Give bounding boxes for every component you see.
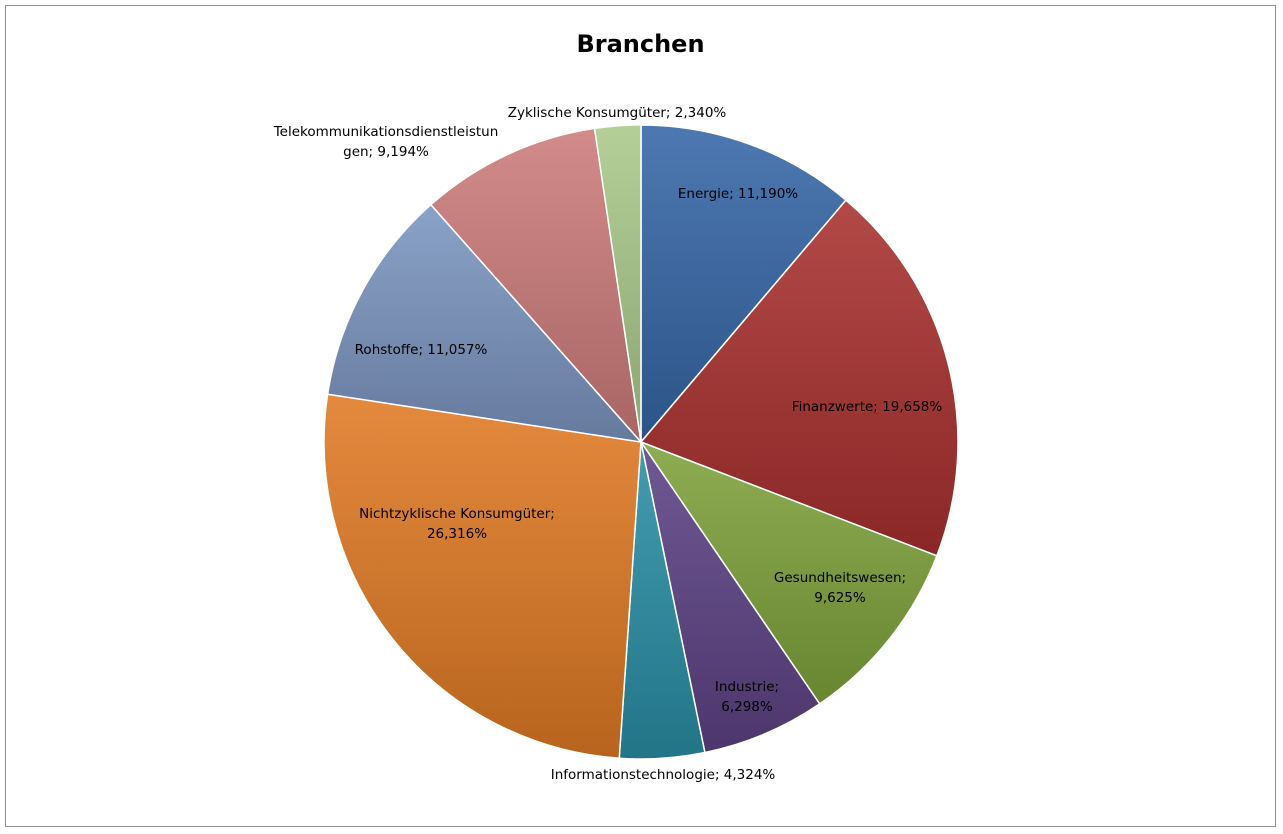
- data-label-finanzwerte: Finanzwerte; 19,658%: [792, 399, 943, 415]
- pie-slice-nichtzyklische-konsumg-ter: [323, 393, 642, 760]
- data-label-rohstoffe: Rohstoffe; 11,057%: [355, 342, 488, 358]
- pie-slice-industrie: [640, 441, 821, 754]
- pie-slice-telekommunikationsdienstleistungen: [429, 127, 643, 445]
- data-label-zyklische-konsumg-ter: Zyklische Konsumgüter; 2,340%: [508, 105, 727, 121]
- data-label-informationstechnologie: Informationstechnologie; 4,324%: [551, 767, 776, 783]
- pie-slice-energie: [640, 124, 848, 445]
- pie-slice-gesundheitswesen: [639, 440, 938, 705]
- data-label-gesundheitswesen: Gesundheitswesen; 9,625%: [774, 570, 906, 606]
- pie-slice-rohstoffe: [326, 203, 643, 444]
- data-label-industrie: Industrie; 6,298%: [715, 679, 779, 715]
- chart-title: Branchen: [576, 30, 705, 58]
- pie-slice-finanzwerte: [639, 199, 959, 557]
- slices-layer: [323, 124, 959, 760]
- data-label-telekommunikationsdienstleistungen: Telekommunikationsdienstleistun gen; 9,19…: [273, 124, 499, 160]
- pie-slice-zyklische-konsumg-ter: [593, 124, 642, 443]
- data-label-energie: Energie; 11,190%: [678, 186, 798, 202]
- data-label-nichtzyklische-konsumg-ter: Nichtzyklische Konsumgüter; 26,316%: [359, 506, 555, 542]
- labels-layer: Energie; 11,190% Finanzwerte; 19,658% Gesu…: [273, 105, 943, 783]
